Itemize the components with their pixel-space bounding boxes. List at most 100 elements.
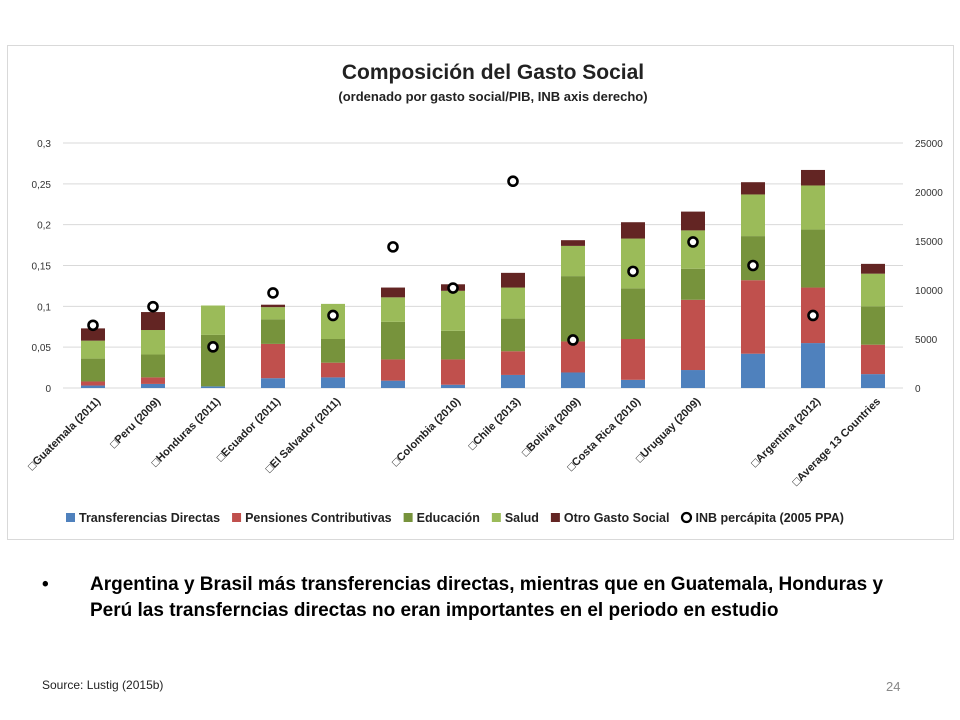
inb-marker	[567, 334, 579, 346]
bar-segment	[741, 236, 765, 281]
bar-segment	[321, 362, 345, 378]
bar-segment	[81, 385, 105, 388]
category-label: □Bolivia (2009)	[520, 395, 584, 459]
bar-segment	[441, 330, 465, 360]
bullet-marker: •	[42, 574, 49, 595]
bar-segment	[501, 351, 525, 375]
y-right-tick-label: 20000	[915, 188, 943, 199]
inb-marker	[327, 309, 339, 322]
bar-segment	[561, 372, 585, 388]
category-label: □Uruguay (2009)	[634, 395, 704, 465]
bar-segment	[561, 240, 585, 246]
bar-segment	[141, 354, 165, 378]
bar-segment	[621, 339, 645, 380]
bar-segment	[861, 306, 885, 345]
legend-label: INB percápita (2005 PPA)	[695, 511, 843, 525]
bar-segment	[861, 273, 885, 307]
bar-segment	[681, 268, 705, 300]
bar-segment	[621, 238, 645, 289]
legend-swatch	[550, 513, 560, 522]
inb-marker	[807, 309, 819, 322]
category-label: □Ecuador (2011)	[215, 395, 284, 464]
bar-segment	[621, 288, 645, 339]
bar-segment	[321, 303, 345, 339]
bar-segment	[741, 353, 765, 388]
legend-marker-circle	[680, 511, 693, 524]
bar-segment	[141, 377, 165, 384]
bar-segment	[801, 343, 825, 388]
inb-marker	[747, 259, 759, 272]
y-right-tick-label: 25000	[915, 139, 943, 150]
bar-segment	[561, 276, 585, 342]
bar-segment	[741, 280, 765, 354]
bar-segment	[681, 211, 705, 231]
bar-segment	[801, 169, 825, 186]
inb-marker	[207, 341, 219, 353]
y-left-tick-label: 0,05	[32, 343, 52, 354]
bar-segment	[261, 378, 285, 388]
legend-label: Otro Gasto Social	[564, 511, 670, 525]
bar-segment	[861, 374, 885, 388]
bar-segment	[441, 384, 465, 388]
bar-segment	[201, 305, 225, 335]
bar-segment	[381, 380, 405, 388]
category-label: □Peru (2009)	[108, 395, 163, 450]
y-right-tick-label: 0	[915, 384, 921, 395]
bar-segment	[861, 263, 885, 274]
bar-segment	[261, 343, 285, 379]
bar-segment	[501, 374, 525, 388]
legend-swatch	[66, 513, 75, 522]
y-left-tick-label: 0,15	[32, 262, 52, 273]
bar-segment	[681, 299, 705, 371]
category-label: □Colombia (2010)	[390, 395, 464, 469]
bar-segment	[681, 230, 705, 269]
bar-segment	[801, 229, 825, 288]
bar-segment	[381, 297, 405, 322]
category-label: □Chile (2013)	[466, 395, 523, 452]
inb-marker	[87, 319, 99, 332]
legend-swatch	[491, 513, 501, 522]
chart-svg: Composición del Gasto Social (ordenado po…	[26, 61, 943, 525]
bar-segment	[81, 381, 105, 386]
bar-segment	[381, 359, 405, 381]
bar-segment	[801, 185, 825, 230]
bar-segment	[741, 194, 765, 237]
bar-segment	[561, 341, 585, 373]
legend-label: Transferencias Directas	[79, 511, 220, 525]
inb-marker	[447, 282, 459, 294]
chart-container: Composición del Gasto Social (ordenado po…	[7, 45, 954, 540]
y-left-tick-label: 0,2	[37, 221, 51, 232]
bullet-text: Argentina y Brasil más transferencias di…	[90, 574, 884, 621]
bar-segment	[741, 182, 765, 195]
legend-label: Educación	[417, 511, 480, 525]
bar-segment	[261, 304, 285, 308]
bar-segment	[441, 359, 465, 385]
bar-segment	[621, 379, 645, 388]
bar-segment	[381, 321, 405, 360]
bar-segment	[441, 290, 465, 331]
bar-segment	[261, 307, 285, 320]
bar-segment	[201, 386, 225, 388]
chart-subtitle: (ordenado por gasto social/PIB, INB axis…	[338, 89, 647, 104]
bar-segment	[501, 272, 525, 288]
chart-title: Composición del Gasto Social	[342, 61, 644, 84]
bar-segment	[681, 370, 705, 388]
source-note: Source: Lustig (2015b)	[42, 678, 164, 692]
inb-marker	[627, 265, 639, 278]
bar-segment	[261, 319, 285, 344]
bar-segment	[621, 222, 645, 239]
bar-segment	[81, 358, 105, 382]
y-left-tick-label: 0,3	[37, 139, 51, 150]
page-number: 24	[886, 679, 901, 694]
legend-label: Pensiones Contributivas	[245, 511, 392, 525]
bar-segment	[321, 377, 345, 388]
inb-marker	[147, 300, 159, 313]
bar-segment	[141, 312, 165, 331]
bar-segment	[501, 318, 525, 352]
y-right-tick-label: 15000	[915, 237, 943, 248]
inb-marker	[267, 287, 279, 299]
bar-segment	[561, 245, 585, 277]
legend-label: Salud	[505, 511, 539, 525]
inb-marker	[687, 236, 699, 248]
bar-segment	[321, 339, 345, 363]
